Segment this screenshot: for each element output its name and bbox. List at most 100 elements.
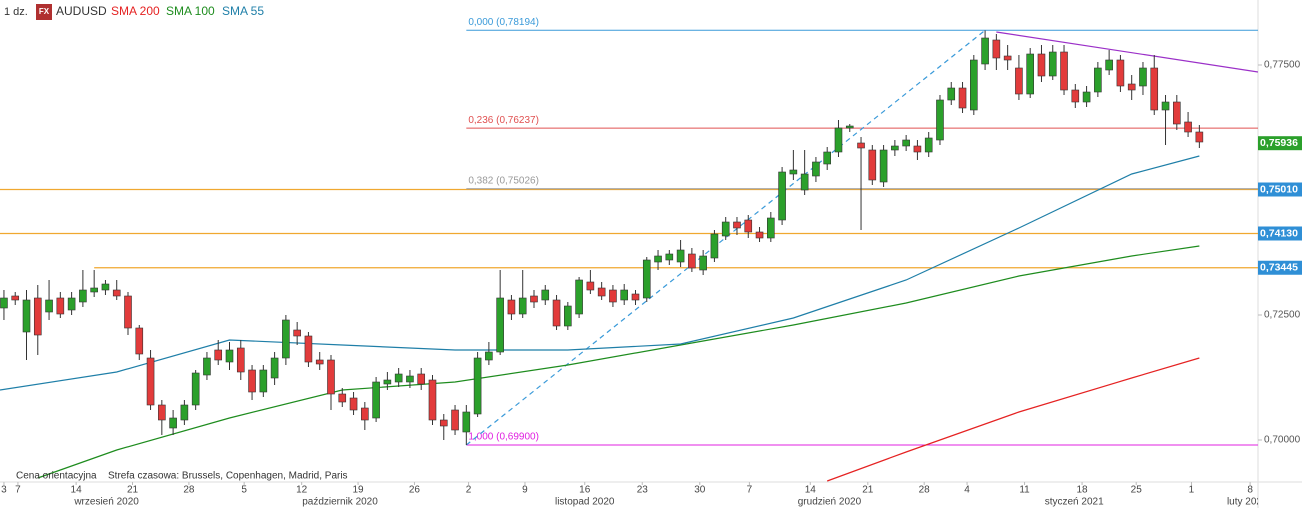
candle-body	[158, 404, 166, 421]
candle-body	[191, 372, 200, 406]
x-tick-label: 18	[1077, 485, 1089, 496]
candle-body	[1161, 101, 1170, 111]
candle-body	[845, 125, 854, 129]
candle-body	[146, 357, 155, 406]
candle-body	[1048, 51, 1057, 77]
legend: 1 dz. FX AUDUSD SMA 200 SMA 100 SMA 55	[4, 4, 264, 20]
candle-body	[1195, 131, 1204, 143]
candle-body	[79, 289, 87, 303]
candle-body	[90, 287, 98, 293]
fib-label: 1,000 (0,69900)	[468, 432, 539, 443]
fib-label: 0,000 (0,78194)	[468, 17, 539, 28]
candle-body	[812, 161, 820, 177]
candle-body	[710, 233, 719, 259]
candle-body	[112, 289, 121, 297]
candle-body	[56, 297, 65, 315]
candle-body	[981, 37, 989, 65]
x-tick-label: 23	[637, 485, 649, 496]
x-tick-label: 26	[409, 485, 421, 496]
price-label-box	[1258, 182, 1302, 197]
candle-body	[665, 253, 674, 261]
candle-body	[676, 249, 685, 263]
x-tick-label: 7	[747, 485, 753, 496]
candle-body	[970, 59, 978, 111]
candle-body	[293, 329, 301, 337]
candle-body	[270, 357, 279, 379]
candle-body	[947, 87, 956, 101]
candle-body	[857, 142, 865, 149]
candle-body	[654, 255, 662, 263]
y-tick-label: 0,72500	[1264, 310, 1301, 321]
candle-body	[620, 289, 629, 301]
x-tick-label: 21	[127, 485, 139, 496]
price-label-box	[1258, 136, 1302, 151]
x-tick-label: 2	[466, 485, 472, 496]
candle-body	[180, 404, 189, 421]
plot-area: 0,000 (0,78194) 0,236 (0,76237) 0,382 (0,7…	[0, 17, 1258, 482]
candle-body	[259, 369, 268, 393]
candle-body	[124, 295, 132, 329]
note: Strefa czasowa: Brussels, Copenhagen, Ma…	[108, 471, 348, 482]
month-label: luty 202	[1227, 497, 1262, 508]
candle-body	[891, 145, 899, 151]
month-label: wrzesień 2020	[73, 497, 139, 508]
sma-line	[826, 357, 1200, 482]
candle-body	[642, 259, 651, 299]
candle-body	[936, 99, 944, 141]
candle-body	[327, 359, 335, 395]
candle-body	[924, 137, 933, 153]
x-tick-label: 1	[1189, 485, 1195, 496]
candle-body	[1105, 59, 1113, 71]
candle-body	[597, 287, 606, 297]
candle-body	[338, 393, 347, 403]
x-tick-label: 3	[1, 485, 7, 496]
candle-body	[552, 299, 561, 327]
candle-body	[45, 299, 53, 313]
candle-body	[1139, 67, 1147, 87]
fib-trend	[465, 29, 986, 446]
x-tick-label: 28	[919, 485, 931, 496]
x-tick-label: 30	[694, 485, 706, 496]
x-tick-label: 14	[71, 485, 83, 496]
month-label: październik 2020	[302, 497, 378, 508]
candle-body	[1150, 67, 1159, 111]
candle-body	[406, 375, 414, 383]
candle-body	[282, 319, 290, 359]
candle-body	[0, 297, 8, 309]
candle-body	[1026, 53, 1034, 95]
candle-body	[349, 397, 358, 411]
price-label: 0,75936	[1260, 137, 1298, 149]
x-tick-label: 5	[241, 485, 247, 496]
x-tick-label: 7	[15, 485, 21, 496]
x-tick-label: 11	[1019, 485, 1030, 496]
x-tick-label: 8	[1247, 485, 1253, 496]
candle-body	[248, 369, 256, 393]
candle-body	[417, 373, 426, 385]
candle-body	[462, 411, 471, 433]
candle-body	[800, 173, 809, 191]
candle-body	[1015, 67, 1023, 95]
sma-line	[0, 155, 1200, 391]
candle-body	[755, 231, 764, 239]
candle-body	[169, 417, 177, 429]
note: Cena orientacyjna	[16, 471, 97, 482]
candle-body	[834, 127, 843, 153]
legend-entry: SMA 100	[166, 4, 215, 18]
badge: FX	[39, 7, 50, 16]
price-label: 0,73445	[1260, 262, 1298, 274]
candle-body	[428, 379, 437, 421]
candle-body	[33, 297, 42, 336]
candle-body	[699, 255, 707, 271]
price-label: 0,74130	[1260, 227, 1298, 239]
candle-body	[1116, 59, 1125, 87]
legend-entry: SMA 200	[111, 4, 160, 18]
trend-line	[996, 31, 1258, 73]
price-label: 0,75010	[1260, 183, 1298, 195]
legend-entry: SMA 55	[222, 4, 264, 18]
candle-body	[541, 289, 550, 301]
candle-body	[879, 149, 888, 183]
candle-body	[485, 351, 493, 361]
candle-body	[496, 297, 504, 353]
candle-body	[1094, 67, 1102, 93]
